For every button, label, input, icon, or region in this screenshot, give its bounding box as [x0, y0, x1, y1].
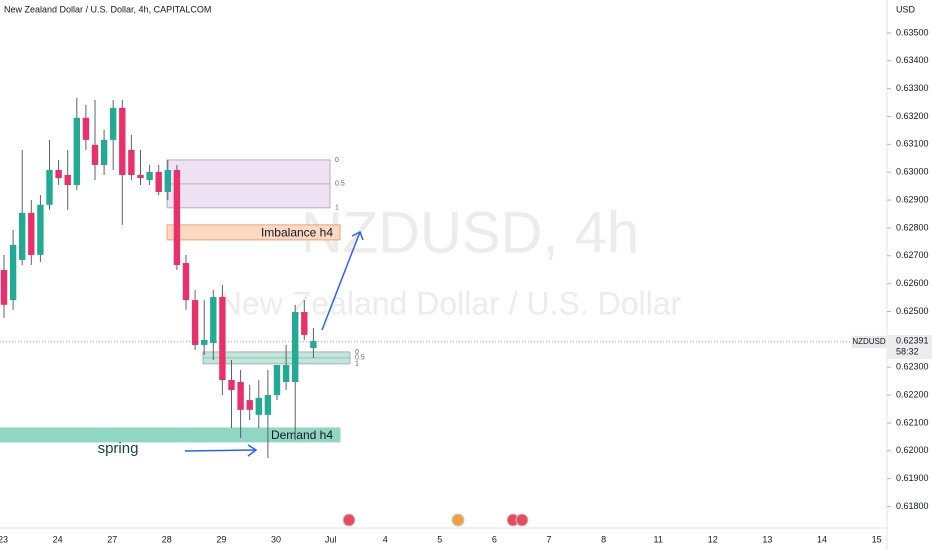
- candle-body: [201, 339, 208, 345]
- zone: [166, 224, 341, 241]
- fib-level: 0: [335, 157, 339, 164]
- fib-level: 1: [335, 205, 339, 212]
- fib-level: 0: [355, 349, 359, 356]
- y-tick-label: 0.62100: [896, 417, 929, 427]
- y-tick-label: 0.63100: [896, 139, 929, 149]
- arrow: [184, 449, 256, 452]
- arrow: [321, 231, 361, 331]
- candle-body: [255, 397, 262, 415]
- symbol-box: [852, 335, 887, 348]
- watermark-subtitle: New Zealand Dollar / U.S. Dollar: [219, 285, 682, 321]
- candle-body: [182, 263, 190, 301]
- fib-level: 0.5: [335, 181, 345, 188]
- candle-body: [155, 171, 162, 192]
- y-tick-label: 0.63500: [896, 27, 929, 37]
- y-tick-label: 0.63200: [896, 111, 929, 121]
- price-box: [888, 334, 932, 359]
- countdown: 58:32: [896, 346, 919, 356]
- chart-title: New Zealand Dollar / U.S. Dollar, 4h, CA…: [4, 4, 211, 14]
- x-tick-label: 24: [53, 534, 63, 544]
- y-tick-label: 0.61900: [896, 473, 929, 483]
- zone: [0, 427, 341, 443]
- candle-body: [55, 169, 62, 179]
- y-tick-label: 0.62700: [896, 250, 929, 260]
- candle-body: [310, 341, 317, 349]
- y-tick-label: 0.63400: [896, 55, 929, 65]
- x-tick-label: 8: [601, 534, 606, 544]
- arrow-head: [247, 444, 258, 457]
- last-price-label: 0.62391: [896, 335, 929, 345]
- x-tick-label: 23: [0, 534, 8, 544]
- candle-body: [128, 149, 135, 175]
- zone-label: Imbalance h4: [261, 226, 333, 240]
- x-tick-label: 14: [817, 534, 827, 544]
- candle-body: [119, 107, 126, 175]
- x-tick-label: 5: [437, 534, 442, 544]
- x-tick-label: 13: [762, 534, 772, 544]
- candle-body: [19, 212, 26, 260]
- candle-body: [264, 395, 272, 415]
- candle-body: [301, 312, 308, 335]
- x-tick-label: 27: [107, 534, 117, 544]
- y-tick-label: 0.61800: [896, 501, 929, 511]
- candle-body: [282, 365, 290, 382]
- x-tick-label: 11: [654, 534, 663, 544]
- x-tick-label: 15: [872, 534, 882, 544]
- event-icon[interactable]: [451, 513, 465, 527]
- annotation: spring: [98, 440, 139, 457]
- candle-body: [237, 381, 244, 410]
- y-tick-label: 0.62300: [896, 362, 929, 372]
- candle-body: [100, 139, 108, 165]
- x-tick-label: 4: [383, 534, 388, 544]
- fib-level: 0.5: [355, 355, 365, 362]
- candle-body: [210, 297, 217, 343]
- x-tick-label: 7: [546, 534, 551, 544]
- candle-body: [28, 212, 35, 255]
- candle-body: [191, 300, 199, 345]
- x-tick-label: 30: [271, 534, 281, 544]
- y-tick-label: 0.62800: [896, 222, 929, 232]
- candle-body: [82, 117, 90, 140]
- candle-body: [0, 269, 8, 305]
- x-tick-label: Jul: [325, 534, 337, 544]
- candle-body: [164, 169, 171, 192]
- candle-body: [46, 169, 53, 205]
- candle-body: [64, 174, 71, 186]
- event-icon[interactable]: [342, 513, 356, 527]
- arrow-head: [351, 230, 364, 241]
- candle-body: [110, 107, 117, 140]
- y-tick-label: 0.63000: [896, 167, 929, 177]
- candle-body: [37, 204, 44, 255]
- symbol-label: NZDUSD: [852, 337, 886, 346]
- y-tick-label: 0.62500: [896, 306, 929, 316]
- y-tick-label: 0.63300: [896, 83, 929, 93]
- candle-body: [91, 144, 99, 165]
- x-tick-label: 28: [162, 534, 172, 544]
- x-tick-label: 6: [492, 534, 497, 544]
- candle-body: [9, 244, 17, 301]
- candle-body: [228, 380, 235, 391]
- candle-body: [173, 169, 181, 265]
- x-tick-label: 12: [708, 534, 718, 544]
- candle-body: [219, 297, 226, 381]
- candle-body: [146, 171, 153, 180]
- candle-body: [246, 400, 253, 410]
- candle-body: [137, 174, 144, 179]
- zone-label: Demand h4: [271, 428, 333, 442]
- candle-body: [273, 365, 281, 396]
- y-tick-label: 0.62000: [896, 445, 929, 455]
- y-tick-label: 0.62200: [896, 389, 929, 399]
- y-tick-label: 0.62900: [896, 194, 929, 204]
- candle-body: [73, 117, 80, 186]
- candle-body: [292, 312, 299, 382]
- event-icon[interactable]: [515, 513, 529, 527]
- fib-level: 1: [355, 361, 359, 368]
- axis-unit: USD: [896, 4, 916, 14]
- y-tick-label: 0.62600: [896, 278, 929, 288]
- x-tick-label: 29: [216, 534, 226, 544]
